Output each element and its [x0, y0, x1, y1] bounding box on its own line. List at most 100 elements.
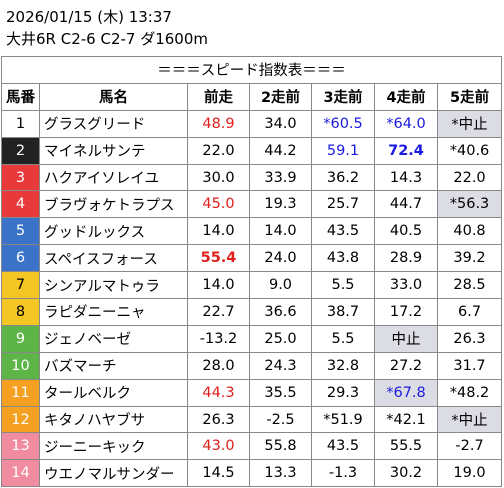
speed-index-cell: -2.5 [249, 405, 312, 434]
speed-index-cell: 32.8 [311, 351, 375, 380]
table-banner-row: ＝＝＝スピード指数表＝＝＝ [0, 56, 503, 84]
speed-index-cell: 19.3 [249, 190, 312, 219]
speed-index-cell: 13.3 [249, 459, 312, 488]
speed-index-cell: *67.8 [374, 378, 438, 407]
race-date: 2026/01/15 (木) 13:37 [6, 8, 172, 26]
speed-index-cell: 26.3 [436, 324, 503, 353]
table-row: 13 ジーニーキック 43.0 55.8 43.5 55.5 -2.7 [1, 432, 503, 461]
speed-index-cell: 27.2 [374, 351, 438, 380]
speed-index-cell: 55.5 [374, 432, 438, 461]
race-header: 2026/01/15 (木) 13:37 大井6R C2-6 C2-7 ダ160… [0, 0, 504, 50]
speed-index-cell: 9.0 [249, 271, 312, 300]
speed-index-cell: 14.5 [187, 459, 250, 488]
speed-index-cell: -2.7 [436, 432, 503, 461]
speed-index-cell: 22.0 [187, 136, 250, 165]
table-row: 5 グッドルックス 14.0 14.0 43.5 40.5 40.8 [1, 217, 503, 246]
speed-index-cell: 5.5 [311, 271, 375, 300]
speed-index-cell: 24.0 [249, 244, 312, 273]
table-row: 12 キタノハヤブサ 26.3 -2.5 *51.9 *42.1 *中止 [1, 405, 503, 434]
col-header-2-races-ago: 2走前 [249, 82, 312, 111]
speed-index-cell: 19.0 [436, 459, 503, 488]
speed-index-cell: 44.3 [187, 378, 250, 407]
speed-index-cell: 29.3 [311, 378, 375, 407]
col-header-horse-number: 馬番 [1, 82, 40, 111]
speed-index-cell: 24.3 [249, 351, 312, 380]
col-header-last-race: 前走 [187, 82, 250, 111]
speed-index-cell: 44.2 [249, 136, 312, 165]
speed-index-cell: 28.5 [436, 271, 503, 300]
horse-name: スペイスフォース [39, 244, 188, 273]
horse-number: 10 [1, 351, 40, 380]
speed-index-cell: 72.4 [374, 136, 438, 165]
table-row: 8 ラピダニーニャ 22.7 36.6 38.7 17.2 6.7 [1, 298, 503, 326]
speed-index-cell: 14.3 [374, 163, 438, 192]
table-row: 10 バズマーチ 28.0 24.3 32.8 27.2 31.7 [1, 351, 503, 380]
speed-index-table-wrapper: ＝＝＝スピード指数表＝＝＝ 馬番 馬名 前走 2走前 3走前 4走前 5走前 1… [0, 56, 503, 488]
speed-index-cell: *64.0 [374, 109, 438, 138]
speed-index-cell: 33.9 [249, 163, 312, 192]
speed-index-cell: 40.5 [374, 217, 438, 246]
col-header-horse-name: 馬名 [39, 82, 188, 111]
speed-index-cell: 17.2 [374, 298, 438, 326]
speed-index-cell: 44.7 [374, 190, 438, 219]
speed-index-cell: 55.8 [249, 432, 312, 461]
horse-number: 5 [1, 217, 40, 246]
horse-number: 7 [1, 271, 40, 300]
speed-index-cell: 59.1 [311, 136, 375, 165]
speed-index-cell: 25.7 [311, 190, 375, 219]
speed-index-cell: *56.3 [436, 190, 503, 219]
horse-number: 2 [1, 136, 40, 165]
table-row: 11 タールベルク 44.3 35.5 29.3 *67.8 *48.2 [1, 378, 503, 407]
table-banner: ＝＝＝スピード指数表＝＝＝ [0, 56, 503, 84]
speed-index-table: ＝＝＝スピード指数表＝＝＝ 馬番 馬名 前走 2走前 3走前 4走前 5走前 1… [0, 56, 503, 488]
speed-index-cell: 31.7 [436, 351, 503, 380]
speed-index-cell: *42.1 [374, 405, 438, 434]
speed-index-cell: *40.6 [436, 136, 503, 165]
horse-name: キタノハヤブサ [39, 405, 188, 434]
table-row: 14 ウエノマルサンダー 14.5 13.3 -1.3 30.2 19.0 [1, 459, 503, 488]
speed-index-cell: 30.2 [374, 459, 438, 488]
horse-name: ハクアイソレイユ [39, 163, 188, 192]
speed-index-cell: 43.0 [187, 432, 250, 461]
horse-number: 9 [1, 324, 40, 353]
speed-index-cell: 36.2 [311, 163, 375, 192]
speed-index-cell: 28.0 [187, 351, 250, 380]
table-row: 9 ジェノベーゼ -13.2 25.0 5.5 中止 26.3 [1, 324, 503, 353]
speed-index-cell: -13.2 [187, 324, 250, 353]
horse-name: バズマーチ [39, 351, 188, 380]
speed-index-cell: 38.7 [311, 298, 375, 326]
horse-name: ジェノベーゼ [39, 324, 188, 353]
speed-index-cell: 48.9 [187, 109, 250, 138]
horse-name: ジーニーキック [39, 432, 188, 461]
horse-name: ラピダニーニャ [39, 298, 188, 326]
speed-index-cell: 33.0 [374, 271, 438, 300]
speed-index-cell: *48.2 [436, 378, 503, 407]
speed-index-cell: 22.0 [436, 163, 503, 192]
speed-index-cell: 14.0 [187, 217, 250, 246]
horse-number: 11 [1, 378, 40, 407]
table-row: 2 マイネルサンテ 22.0 44.2 59.1 72.4 *40.6 [1, 136, 503, 165]
speed-index-cell: 34.0 [249, 109, 312, 138]
speed-index-cell: 6.7 [436, 298, 503, 326]
horse-name: ブラヴォケトラプス [39, 190, 188, 219]
horse-name: グラスグリード [39, 109, 188, 138]
horse-number: 8 [1, 298, 40, 326]
horse-name: マイネルサンテ [39, 136, 188, 165]
table-row: 7 シンアルマトゥラ 14.0 9.0 5.5 33.0 28.5 [1, 271, 503, 300]
col-header-3-races-ago: 3走前 [311, 82, 375, 111]
table-header-row: 馬番 馬名 前走 2走前 3走前 4走前 5走前 [1, 82, 503, 111]
horse-number: 4 [1, 190, 40, 219]
col-header-5-races-ago: 5走前 [436, 82, 503, 111]
horse-number: 3 [1, 163, 40, 192]
horse-number: 1 [1, 109, 40, 138]
speed-index-cell: 28.9 [374, 244, 438, 273]
speed-index-cell: 43.8 [311, 244, 375, 273]
table-row: 6 スペイスフォース 55.4 24.0 43.8 28.9 39.2 [1, 244, 503, 273]
speed-index-cell: 25.0 [249, 324, 312, 353]
table-row: 4 ブラヴォケトラプス 45.0 19.3 25.7 44.7 *56.3 [1, 190, 503, 219]
speed-index-cell: *中止 [436, 109, 503, 138]
speed-index-cell: *60.5 [311, 109, 375, 138]
speed-index-cell: 40.8 [436, 217, 503, 246]
speed-index-cell: *中止 [436, 405, 503, 434]
speed-index-cell: 39.2 [436, 244, 503, 273]
